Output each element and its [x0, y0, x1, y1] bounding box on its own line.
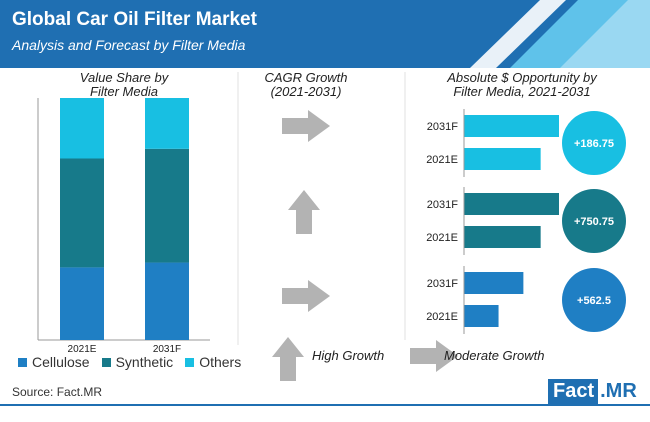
share-bar-2031F-synthetic: [145, 148, 189, 263]
legend-moderate-growth-label: Moderate Growth: [444, 348, 544, 363]
opportunity-bar-others-2031F: [464, 115, 559, 137]
banner-stripes: [470, 0, 650, 68]
opportunity-value-synthetic: +750.75: [574, 216, 614, 228]
cagr-arrow-others: [282, 110, 330, 142]
legend-moderate-growth-icon: [410, 340, 458, 372]
share-bar-2021E-synthetic: [60, 158, 104, 268]
page-title: Global Car Oil Filter Market: [12, 9, 257, 30]
chart-legend: Cellulose Synthetic Others: [18, 354, 241, 370]
legend-swatch-synthetic: [101, 357, 111, 367]
footer-rule: [0, 404, 650, 406]
opportunity-bar-synthetic-2021E: [464, 226, 541, 248]
source-note: Source: Fact.MR: [12, 385, 103, 399]
share-bar-2021E-cellulose: [60, 267, 104, 340]
cagr-chart-title: CAGR Growth (2021-2031): [264, 70, 347, 99]
opportunity-circle-cellulose: [562, 268, 626, 332]
opportunity-tick-synthetic-2021E: 2021E: [426, 232, 458, 244]
opportunity-circle-others: [562, 111, 626, 175]
opportunity-value-others: +186.75: [574, 138, 614, 150]
legend-label-others: Others: [199, 354, 242, 370]
page-subtitle: Analysis and Forecast by Filter Media: [12, 37, 246, 53]
factmr-logo: Fact .MR: [548, 379, 639, 405]
opportunity-tick-others-2021E: 2021E: [426, 154, 458, 166]
legend-high-growth-label: High Growth: [312, 348, 384, 363]
opportunity-bar-others-2021E: [464, 148, 541, 170]
opportunity-chart-title: Absolute $ Opportunity by Filter Media, 2…: [446, 70, 598, 99]
legend-label-cellulose: Cellulose: [32, 354, 90, 370]
legend-swatch-cellulose: [18, 357, 27, 367]
legend-item-others: Others: [185, 354, 241, 370]
logo-part-mr: .MR: [600, 380, 637, 402]
share-bar-2031F-others: [145, 98, 189, 149]
opportunity-circle-synthetic: [562, 189, 626, 253]
opportunity-bar-cellulose-2031F: [464, 272, 524, 294]
opportunity-bar-synthetic-2031F: [464, 193, 559, 215]
share-chart-title: Value Share by Filter Media: [80, 70, 170, 99]
opportunity-tick-synthetic-2031F: 2031F: [427, 199, 458, 211]
opportunity-value-cellulose: +562.5: [577, 295, 611, 307]
cagr-arrow-synthetic: [288, 190, 320, 234]
legend-swatch-others: [185, 357, 195, 367]
share-tick-2031F: 2031F: [153, 344, 181, 355]
legend-high-growth-icon: [272, 337, 304, 381]
legend-label-synthetic: Synthetic: [115, 354, 174, 370]
cagr-arrow-cellulose: [282, 280, 330, 312]
opportunity-tick-others-2031F: 2031F: [427, 121, 458, 133]
legend-item-synthetic: Synthetic: [101, 354, 174, 370]
legend-item-cellulose: Cellulose: [18, 354, 90, 370]
share-bar-2031F-cellulose: [145, 262, 189, 340]
logo-part-fact: Fact: [548, 379, 599, 405]
opportunity-tick-cellulose-2021E: 2021E: [426, 311, 458, 323]
opportunity-bar-cellulose-2021E: [464, 305, 499, 327]
opportunity-tick-cellulose-2031F: 2031F: [427, 278, 458, 290]
header-banner: Global Car Oil Filter Market Analysis an…: [0, 0, 650, 68]
share-bar-2021E-others: [60, 98, 104, 159]
share-tick-2021E: 2021E: [68, 344, 97, 355]
